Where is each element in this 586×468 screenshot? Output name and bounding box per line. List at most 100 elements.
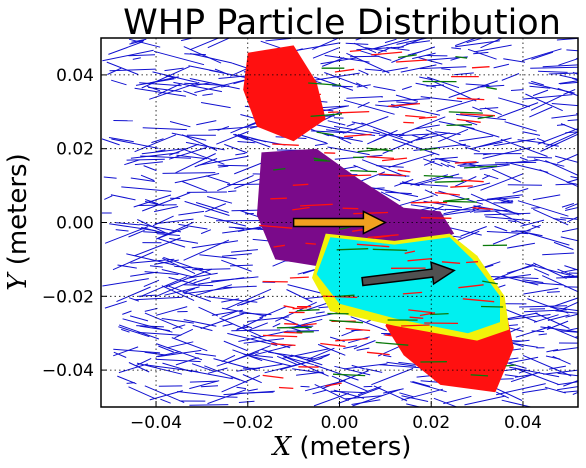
blue-vector xyxy=(495,391,510,399)
accent-vector xyxy=(284,323,298,325)
blue-vector xyxy=(531,207,540,209)
blue-vector xyxy=(553,218,567,221)
blue-vector xyxy=(394,178,414,187)
accent-vector xyxy=(442,200,478,203)
accent-vector xyxy=(430,312,449,316)
blue-vector xyxy=(128,297,139,302)
blue-vector xyxy=(143,165,157,172)
blue-vector xyxy=(494,225,508,232)
blue-vector xyxy=(526,156,553,159)
accent-vector xyxy=(444,198,470,202)
blue-vector xyxy=(129,315,149,322)
blue-vector xyxy=(313,392,350,407)
blue-vector xyxy=(484,107,502,116)
blue-vector xyxy=(207,389,247,405)
blue-vector xyxy=(198,155,249,166)
blue-vector xyxy=(417,173,460,186)
blue-vector xyxy=(175,357,199,366)
blue-vector xyxy=(240,114,257,120)
blue-vector xyxy=(467,48,497,60)
accent-vector xyxy=(408,309,433,314)
blue-vector xyxy=(104,300,127,309)
accent-vector xyxy=(273,244,285,248)
blue-vector xyxy=(111,138,159,149)
accent-vector xyxy=(472,206,494,211)
blue-vector xyxy=(157,349,202,358)
blue-vector xyxy=(466,38,485,44)
blue-vector xyxy=(512,342,538,348)
blue-vector xyxy=(486,194,523,200)
blue-vector xyxy=(523,287,559,295)
blue-vector xyxy=(401,85,412,90)
blue-vector xyxy=(353,42,377,54)
blue-vector xyxy=(410,381,447,393)
blue-vector xyxy=(184,82,225,86)
blue-vector xyxy=(565,131,578,134)
blue-vector xyxy=(546,291,560,293)
blue-vector xyxy=(189,380,220,390)
blue-vector xyxy=(371,38,410,50)
blue-vector xyxy=(554,155,578,163)
blue-vector xyxy=(467,182,491,189)
blue-vector xyxy=(546,320,569,330)
blue-vector xyxy=(565,313,578,318)
blue-vector xyxy=(162,172,216,174)
blue-vector xyxy=(455,38,478,47)
accent-vector xyxy=(402,291,423,295)
accent-vector xyxy=(466,261,479,264)
blue-vector xyxy=(351,399,381,405)
accent-vector xyxy=(384,334,404,338)
blue-vector xyxy=(155,306,188,316)
blue-vector xyxy=(460,226,487,237)
accent-vector xyxy=(292,206,310,211)
blue-vector xyxy=(538,333,547,336)
blue-vector xyxy=(126,382,135,384)
blue-vector xyxy=(113,348,161,354)
blue-vector xyxy=(497,102,539,119)
blue-vector xyxy=(486,231,529,235)
blue-vector xyxy=(507,184,543,186)
blue-vector xyxy=(286,357,314,366)
blue-vector xyxy=(566,327,578,331)
x-tick-label: 0.02 xyxy=(412,413,450,433)
accent-vector xyxy=(446,124,472,127)
blue-vector xyxy=(145,199,159,205)
blue-vector xyxy=(412,52,436,60)
blue-vector xyxy=(187,272,218,279)
blue-vector xyxy=(557,372,578,377)
blue-vector xyxy=(117,264,137,269)
accent-vector xyxy=(401,324,430,327)
blue-vector xyxy=(378,98,431,103)
blue-vector xyxy=(451,47,462,50)
blue-vector xyxy=(217,126,230,131)
blue-vector xyxy=(168,276,201,286)
accent-vector xyxy=(267,95,297,98)
blue-vector xyxy=(540,326,578,333)
blue-vector xyxy=(479,107,499,110)
blue-vector xyxy=(158,345,174,353)
blue-vector xyxy=(142,127,187,131)
blue-vector xyxy=(563,390,578,393)
blue-vector xyxy=(200,313,245,330)
blue-vector xyxy=(507,242,535,249)
blue-vector xyxy=(538,70,568,73)
blue-vector xyxy=(314,76,354,91)
blue-vector xyxy=(246,122,257,127)
blue-vector xyxy=(222,323,234,327)
blue-vector xyxy=(410,204,447,211)
blue-vector xyxy=(563,275,578,278)
blue-vector xyxy=(503,58,526,63)
blue-vector xyxy=(509,366,560,378)
blue-vector xyxy=(327,146,370,156)
accent-vector xyxy=(366,351,390,356)
blue-vector xyxy=(557,268,578,279)
blue-vector xyxy=(153,206,179,213)
y-axis-var: Y xyxy=(3,271,33,291)
blue-vector xyxy=(455,113,507,121)
blue-vector xyxy=(137,331,182,336)
x-tick-label: −0.04 xyxy=(130,413,182,433)
blue-vector xyxy=(289,318,323,329)
blue-vector xyxy=(524,281,564,286)
blue-vector xyxy=(557,386,578,391)
blue-vector xyxy=(373,385,408,402)
